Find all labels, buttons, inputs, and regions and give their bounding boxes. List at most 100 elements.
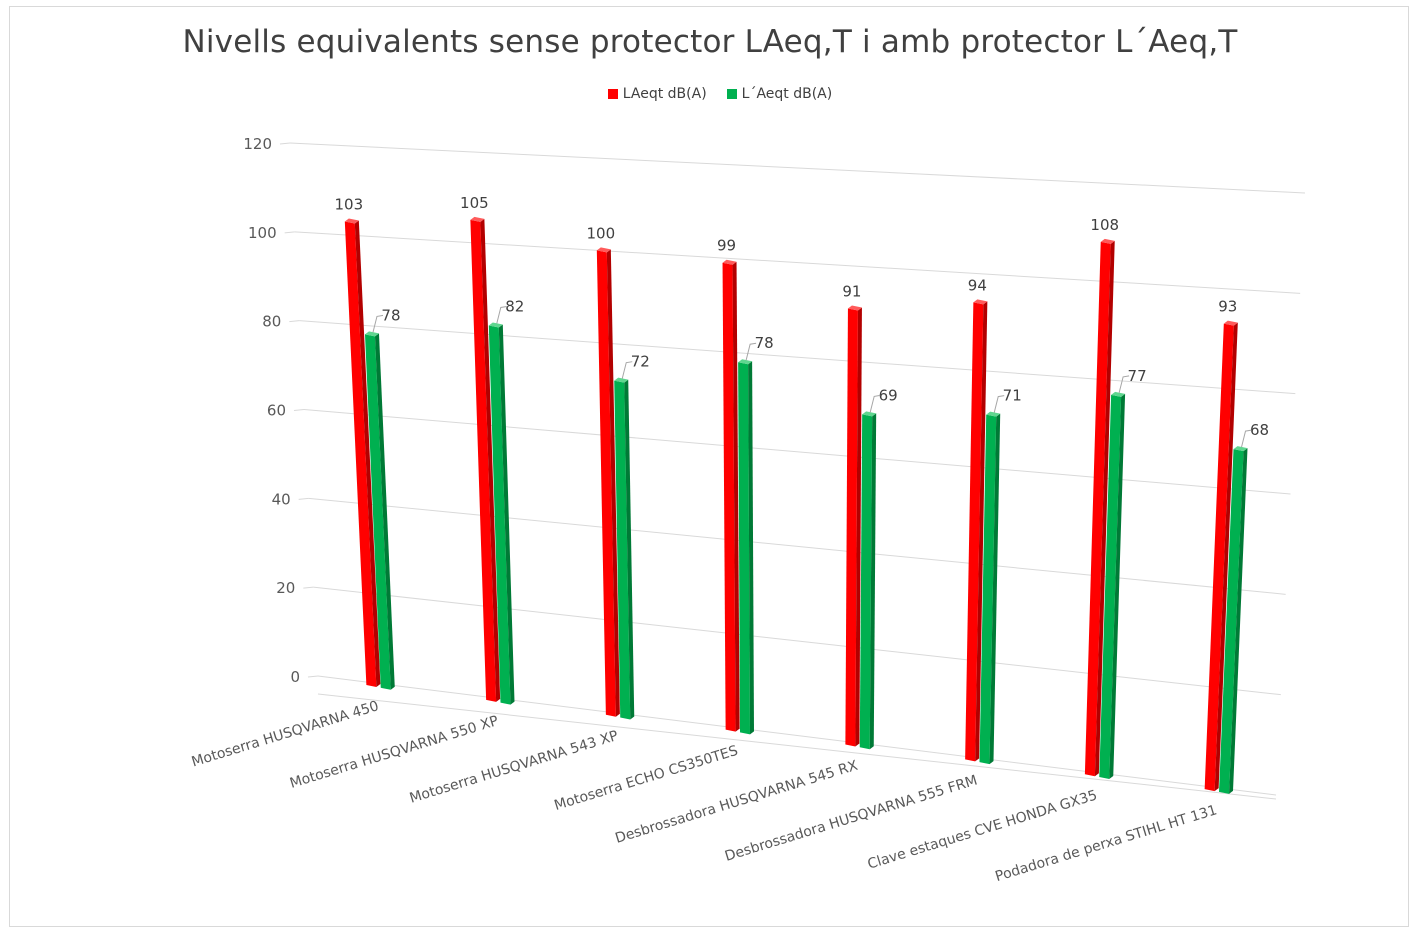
- data-label: 91: [842, 283, 861, 301]
- bar-laeqt-protector: [859, 414, 873, 750]
- bar-top: [862, 411, 877, 417]
- bar-laeqt: [845, 308, 858, 747]
- chart-legend: LAeqt dB(A) L´Aeqt dB(A): [0, 86, 1410, 102]
- data-label: 69: [879, 386, 898, 404]
- y-tick-label: 20: [276, 579, 295, 597]
- bar-side: [975, 301, 988, 762]
- data-label: 105: [460, 194, 489, 212]
- data-label: 108: [1090, 216, 1119, 234]
- bar-side: [606, 249, 620, 717]
- bar-side: [748, 361, 754, 735]
- bar-side: [1109, 393, 1126, 780]
- leader-line: [1241, 429, 1252, 448]
- bar-top: [596, 247, 611, 253]
- leader-line: [869, 394, 881, 413]
- gridline: [294, 231, 1301, 294]
- bar-top: [344, 218, 359, 224]
- y-tick-label: 0: [290, 668, 300, 686]
- bar-top: [470, 216, 485, 222]
- gridline: [303, 409, 1291, 495]
- bar-laeqt: [965, 302, 984, 762]
- y-tick-mark: [307, 675, 319, 678]
- data-label: 71: [1003, 387, 1022, 405]
- bar-top: [364, 331, 379, 337]
- bar-laeqt-protector: [979, 414, 997, 765]
- data-label: 94: [968, 276, 987, 294]
- leader-line: [1118, 375, 1130, 394]
- bar-top: [1223, 320, 1238, 326]
- bar-laeqt: [1084, 241, 1111, 777]
- bar-side: [624, 379, 635, 720]
- leader-line: [745, 342, 757, 361]
- data-label: 78: [381, 306, 400, 324]
- leader-line: [993, 395, 1005, 413]
- bar-side: [374, 333, 395, 690]
- bar-top: [488, 322, 503, 328]
- bar-side: [480, 218, 501, 702]
- y-tick-label: 60: [267, 402, 286, 420]
- bar-laeqt: [596, 250, 616, 717]
- gridline: [308, 497, 1286, 595]
- gridline: [289, 142, 1306, 194]
- data-label: 78: [755, 334, 774, 352]
- bar-side: [732, 261, 740, 732]
- bar-side: [869, 413, 877, 750]
- bar-top: [1233, 446, 1248, 452]
- bar-laeqt-protector: [1218, 449, 1244, 794]
- y-tick-mark: [284, 231, 295, 234]
- gridline: [317, 675, 1277, 796]
- bar-side: [1228, 448, 1248, 794]
- bar-side: [354, 220, 381, 688]
- y-tick-mark: [279, 142, 291, 145]
- bar-laeqt-protector: [738, 362, 750, 735]
- data-label: 103: [334, 196, 363, 214]
- bar-top: [847, 305, 862, 311]
- y-tick-label: 100: [248, 224, 277, 242]
- leader-line: [372, 314, 384, 333]
- data-label: 100: [586, 224, 615, 242]
- bar-top: [986, 411, 1001, 417]
- leader-line: [496, 305, 507, 324]
- bar-top: [1111, 391, 1126, 397]
- bar-top: [614, 377, 629, 383]
- legend-label-laeqt: LAeqt dB(A): [622, 86, 707, 102]
- data-label: 77: [1128, 367, 1147, 385]
- data-label: 72: [631, 353, 650, 371]
- y-tick-label: 40: [272, 490, 291, 508]
- bar-laeqt-protector: [488, 325, 511, 705]
- y-tick-mark: [298, 497, 309, 500]
- y-tick-mark: [289, 320, 300, 323]
- bar-laeqt-protector: [1099, 394, 1122, 780]
- data-label: 99: [717, 237, 736, 255]
- legend-item-laeqt: LAeqt dB(A): [607, 86, 707, 102]
- bar-laeqt: [722, 262, 736, 732]
- bar-side: [1214, 322, 1238, 792]
- bar-laeqt-protector: [614, 380, 631, 720]
- bar-top: [1100, 238, 1115, 244]
- y-tick-mark: [303, 586, 314, 589]
- chart-area: [9, 6, 1409, 927]
- bar-top: [973, 299, 988, 305]
- bar-side: [855, 307, 862, 747]
- bar-laeqt: [344, 221, 377, 688]
- legend-item-laeqt-protector: L´Aeqt dB(A): [726, 86, 832, 102]
- bar-laeqt: [470, 219, 497, 702]
- y-tick-label: 80: [262, 313, 281, 331]
- data-label: 82: [505, 297, 524, 315]
- bar-laeqt: [1204, 323, 1234, 792]
- y-tick-mark: [293, 409, 305, 411]
- bar-top: [722, 259, 737, 265]
- bar-side: [1094, 240, 1115, 777]
- y-tick-label: 120: [243, 135, 272, 153]
- legend-swatch-laeqt: [607, 89, 618, 99]
- leader-line: [621, 361, 633, 379]
- data-label: 93: [1218, 298, 1237, 316]
- floor-edge: [317, 693, 1277, 800]
- data-label: 68: [1250, 421, 1269, 439]
- gridline: [313, 586, 1281, 696]
- gridline: [299, 320, 1296, 395]
- chart-title: Nivells equivalents sense protector LAeq…: [182, 24, 1238, 60]
- bar-side: [989, 413, 1001, 765]
- legend-swatch-laeqt-protector: [726, 89, 737, 99]
